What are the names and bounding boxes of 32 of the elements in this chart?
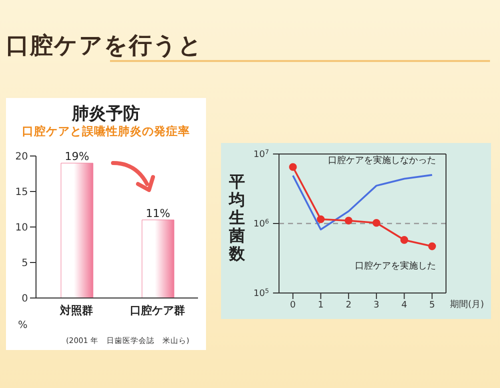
x-tick-label: 5 — [429, 300, 435, 310]
chart-title: 肺炎予防 — [70, 103, 141, 125]
series-label: 口腔ケアを実施しなかった — [328, 154, 436, 166]
x-tick-label: 3 — [374, 300, 380, 310]
y-axis-title: 平均生菌数 — [228, 172, 246, 263]
chart-subtitle: 口腔ケアと誤嚥性肺炎の発症率 — [21, 124, 191, 139]
line-series — [292, 174, 433, 230]
y-tick-label: 10$^{7}$ — [254, 148, 269, 160]
x-axis-title: 期間(月) — [450, 299, 484, 310]
text: 口腔ケアを行うと — [6, 32, 203, 61]
point — [372, 219, 380, 227]
point — [344, 216, 352, 225]
y-tick-label: 10 — [15, 222, 28, 234]
point — [316, 215, 325, 224]
x-tick-label: 4 — [401, 300, 408, 310]
y-tick-label: 5 — [22, 258, 28, 270]
data-label: 11% — [146, 206, 170, 220]
point — [289, 163, 297, 171]
y-tick-label: 20 — [15, 152, 28, 163]
y-axis-title: % — [18, 320, 28, 331]
x-tick-label: 2 — [346, 300, 352, 310]
series-label: 口腔ケアを実施した — [355, 260, 436, 272]
x-tick-label: 1 — [318, 300, 324, 310]
y-tick-label: 10$^{5}$ — [254, 288, 269, 299]
y-tick-label: 15 — [15, 187, 28, 198]
point — [428, 242, 436, 250]
point — [400, 236, 408, 244]
x-tick-label: 対照群 — [59, 304, 93, 317]
y-tick-label: 10$^{6}$ — [254, 218, 269, 230]
data-label: 19% — [64, 150, 90, 164]
x-tick-label: 0 — [290, 300, 296, 310]
x-tick-label: 口腔ケア群 — [130, 304, 185, 317]
